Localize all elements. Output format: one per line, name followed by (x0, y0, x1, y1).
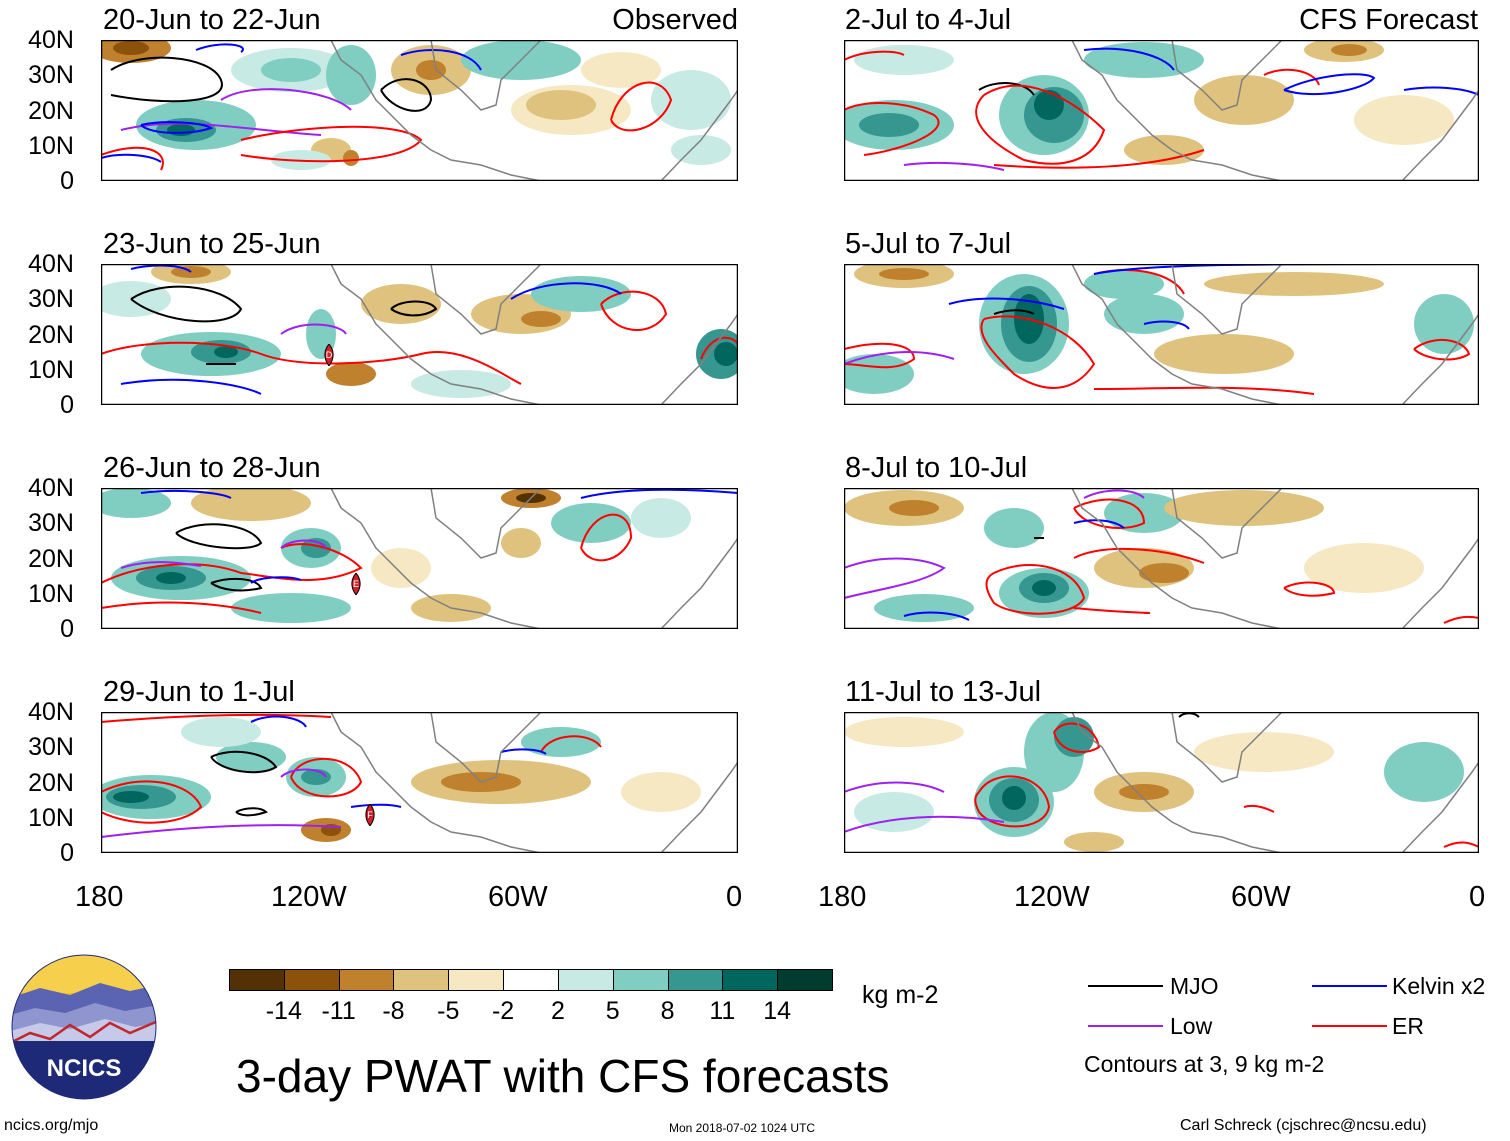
lat-label: 0 (60, 615, 74, 643)
lon-label-0-right: 0 (1469, 881, 1486, 913)
colorbar-tick-label: 14 (763, 997, 792, 1025)
lat-label: 40N (28, 474, 74, 502)
panel-title-r4: 11-Jul to 13-Jul (845, 676, 1042, 708)
legend-label-kelvin: Kelvin x2 (1392, 973, 1486, 999)
lat-label: 10N (28, 803, 74, 832)
colorbar-tick-label: 2 (550, 997, 565, 1025)
panel-title-r1: 2-Jul to 4-Jul (845, 4, 1012, 36)
map-panel-r3 (844, 488, 1479, 629)
storm-marker-e: E (351, 573, 361, 595)
panel-tag-cfs-forecast: CFS Forecast (1299, 4, 1478, 36)
main-title: 3-day PWAT with CFS forecasts (236, 1050, 890, 1102)
colorbar-swatch (503, 969, 559, 991)
low-contour (220, 88, 352, 111)
er-contour (240, 125, 423, 163)
legend-line-mjo (1088, 985, 1163, 987)
storm-marker-d-label: D (326, 350, 333, 360)
colorbar-swatch (283, 969, 340, 991)
legend-label-mjo: MJO (1170, 973, 1219, 999)
colorbar-tick-label: -11 (321, 997, 356, 1025)
lon-label-180-right: 180 (818, 881, 867, 913)
lat-label: 10N (28, 579, 74, 608)
storm-marker-f: F (365, 804, 375, 826)
kelvin-contour (195, 43, 244, 53)
panel-title-l1: 20-Jun to 22-Jun (103, 4, 321, 36)
storm-marker-f-label: F (367, 810, 373, 820)
colorbar-swatch (667, 969, 724, 991)
lat-label: 20N (28, 96, 74, 125)
panel-title-r3: 8-Jul to 10-Jul (845, 452, 1028, 484)
colorbar-swatch (229, 969, 285, 991)
panel-title-r2: 5-Jul to 7-Jul (845, 228, 1012, 260)
map-panel-l1 (101, 40, 738, 181)
colorbar-swatch (722, 969, 779, 991)
lat-label: 0 (60, 167, 74, 195)
lat-label: 0 (60, 391, 74, 419)
colorbar-swatch (777, 969, 833, 991)
lat-label: 40N (28, 250, 74, 278)
footer-url[interactable]: ncics.org/mjo (4, 1117, 99, 1134)
panel-title-l4: 29-Jun to 1-Jul (103, 676, 295, 708)
colorbar-swatch (612, 969, 669, 991)
lat-label: 30N (28, 509, 74, 538)
colorbar-tick-label: -8 (382, 997, 405, 1025)
lon-label-60w-right: 60W (1231, 881, 1291, 913)
legend-line-low (1088, 1025, 1163, 1027)
storm-marker-e-label: E (353, 579, 359, 589)
colorbar-swatch (393, 969, 450, 991)
lat-label: 10N (28, 131, 74, 160)
lon-label-120w-right: 120W (1014, 881, 1090, 913)
legend-label-er: ER (1392, 1013, 1424, 1039)
colorbar-swatch (448, 969, 505, 991)
lon-label-0-left: 0 (726, 881, 743, 913)
legend-note: Contours at 3, 9 kg m-2 (1084, 1051, 1325, 1077)
colorbar-tick-label: -2 (491, 997, 515, 1025)
colorbar-tick-label: 8 (660, 997, 675, 1025)
legend-line-er (1312, 1025, 1387, 1027)
colorbar-unit: kg m-2 (862, 981, 939, 1009)
storm-marker-d: D (324, 344, 334, 366)
panel-title-l3: 26-Jun to 28-Jun (103, 452, 321, 484)
logo-text: NCICS (47, 1055, 122, 1082)
colorbar-tick-label: -5 (437, 997, 460, 1025)
panel-tag-observed: Observed (612, 4, 738, 36)
map-panel-l4 (101, 712, 738, 853)
lat-label: 30N (28, 733, 74, 762)
colorbar-swatch (557, 969, 614, 991)
map-panel-l2 (101, 264, 738, 405)
footer-credit: Carl Schreck (cjschrec@ncsu.edu) (1180, 1117, 1427, 1134)
lat-label: 10N (28, 355, 74, 384)
legend-line-kelvin (1312, 985, 1387, 987)
map-panel-r1 (844, 40, 1479, 181)
lat-label: 30N (28, 285, 74, 314)
map-panel-r4 (844, 712, 1479, 853)
lon-label-180-left: 180 (75, 881, 124, 913)
lon-label-60w-left: 60W (488, 881, 548, 913)
lat-label: 30N (28, 61, 74, 90)
lat-label: 20N (28, 320, 74, 349)
lon-label-120w-left: 120W (271, 881, 347, 913)
colorbar-tick-label: 5 (605, 997, 620, 1025)
ncics-logo: NCICS (11, 954, 157, 1100)
lat-label: 20N (28, 768, 74, 797)
lat-label: 40N (28, 698, 74, 726)
footer-timestamp: Mon 2018-07-02 1024 UTC (669, 1121, 816, 1135)
mjo-contour (110, 56, 223, 103)
colorbar-tick-label: 11 (709, 997, 736, 1025)
map-panel-r2 (844, 264, 1479, 405)
colorbar-tick-label: -14 (265, 997, 302, 1025)
lat-label: 40N (28, 26, 74, 54)
coastline (330, 40, 542, 181)
legend-label-low: Low (1170, 1013, 1213, 1039)
lat-label: 20N (28, 544, 74, 573)
panel-title-l2: 23-Jun to 25-Jun (103, 228, 321, 260)
lat-label: 0 (60, 839, 74, 867)
colorbar-swatch (338, 969, 395, 991)
map-panel-l3 (101, 488, 738, 629)
